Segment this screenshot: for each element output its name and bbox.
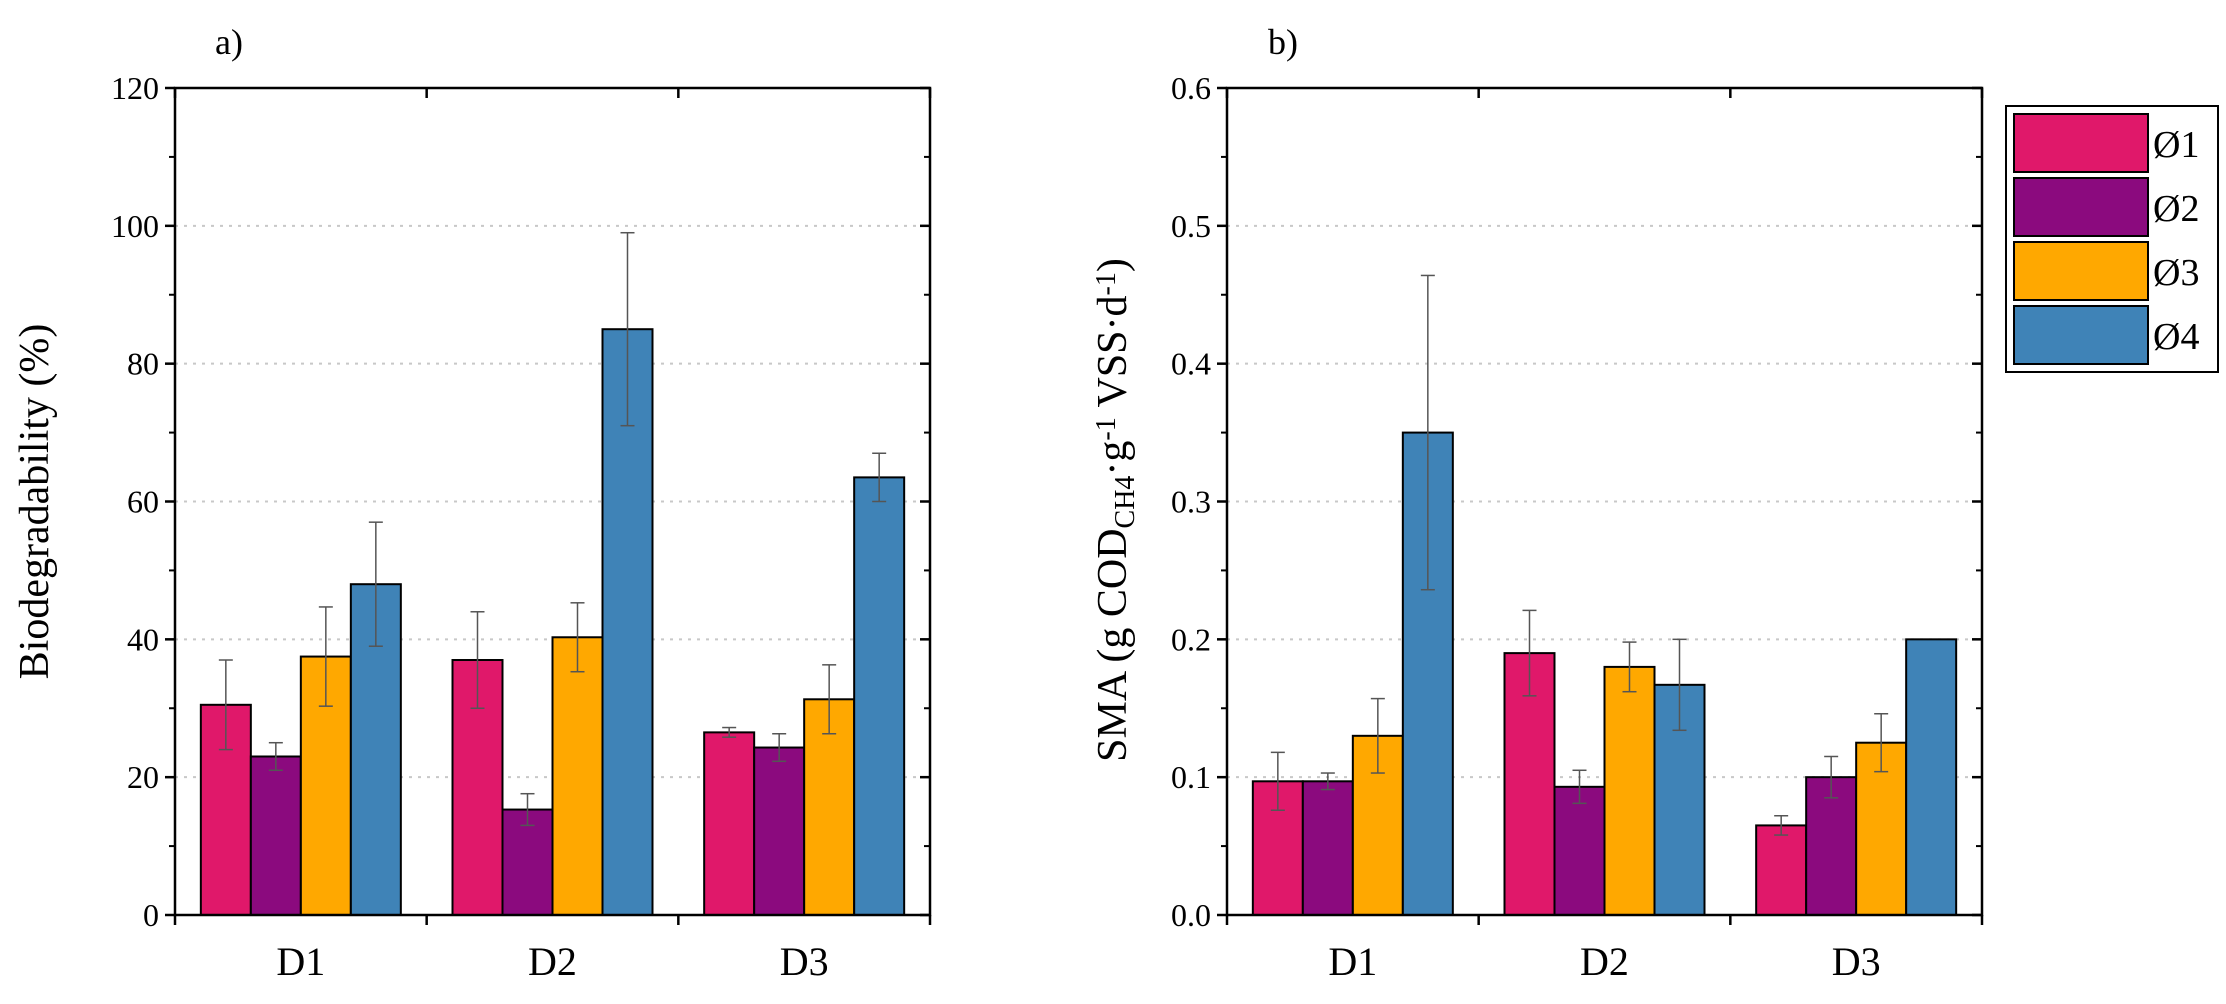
error-bar [1420,274,1435,591]
y-tick-label: 20 [127,759,159,795]
legend-label-1: Ø1 [2153,124,2199,166]
bar-Ø3-D2 [551,636,604,916]
x-category-label: D2 [528,939,577,984]
error-bar [772,732,787,763]
y-tick-label: 100 [111,208,159,244]
legend-swatch-1 [2013,113,2149,173]
bar-Ø4-D3 [1905,638,1958,916]
y-tick-label: 0 [143,897,159,933]
error-bar [218,659,233,751]
error-bar [722,726,737,738]
error-bar [1824,755,1839,799]
legend-label-3: Ø3 [2153,252,2199,294]
y-axis-title-b-part4: ) [1090,258,1136,272]
x-category-label: D1 [276,939,325,984]
error-bar [1270,751,1285,811]
panel-a-biodegradability-chart: 0 20 40 60 80 100 120 D1 D2 D3 a) Biodegradability … [12,22,932,984]
y-axis-title-b-part1: SMA (g COD [1090,528,1136,761]
error-bar [1672,638,1687,732]
panel-b-sma-chart: 0.0 0.1 0.2 0.3 0.4 0.5 0.6 D1 D2 D3 b) [1171,22,1984,984]
bar-Ø4-D3 [853,476,906,916]
legend-swatch-2 [2013,177,2149,237]
y-tick-label: 0.1 [1171,759,1211,795]
y-axis-title-b-part3: VSS·d [1090,295,1136,417]
panel-label: b) [1268,22,1298,62]
legend-swatch-4 [2013,305,2149,365]
y-axis-title-b: SMA (g CODCH4·g-1 VSS·d-1) [1090,258,1141,762]
bar-Ø2-D1 [249,755,302,916]
x-category-label: D3 [1832,939,1881,984]
error-bar [1774,815,1789,836]
x-category-label: D2 [1580,939,1629,984]
bar-Ø2-D2 [1553,785,1606,916]
y-axis-title-b-sup2: -1 [1091,272,1122,295]
legend-item-3: Ø3 [2013,241,2199,301]
legend-label-4: Ø4 [2153,316,2199,358]
bar-Ø2-D1 [1301,780,1354,917]
error-bar [1622,641,1637,693]
error-bar [1320,772,1335,791]
y-tick-label: 0.4 [1171,346,1211,382]
y-axis-title-b-sup1: -1 [1091,417,1122,440]
bar-Ø3-D2 [1603,665,1656,917]
bar-Ø1-D3 [1755,824,1808,916]
panel-label: a) [215,22,243,62]
y-tick-label: 40 [127,621,159,657]
x-category-label: D1 [1328,939,1377,984]
bar-Ø2-D3 [753,746,806,916]
error-bar [822,664,837,735]
y-axis-title-b-part2: ·g [1090,441,1136,476]
error-bar [570,602,585,673]
y-tick-label: 120 [111,70,159,106]
error-bar [368,521,383,647]
error-bar [470,611,485,709]
error-bar [620,231,635,427]
y-tick-label: 0.0 [1171,897,1211,933]
bar-Ø1-D2 [1503,652,1556,916]
legend: Ø1 Ø2 Ø3 Ø4 [2005,105,2219,373]
y-axis-title-b-sub1: CH4 [1110,476,1141,529]
bar-Ø1-D3 [703,731,756,917]
legend-item-4: Ø4 [2013,305,2199,365]
legend-swatch-3 [2013,241,2149,301]
error-bar [268,741,283,772]
error-bar [1874,713,1889,773]
y-tick-label: 80 [127,346,159,382]
y-tick-label: 0.6 [1171,70,1211,106]
error-bar [1370,697,1385,774]
error-bar [520,792,535,827]
y-tick-label: 0.3 [1171,484,1211,520]
error-bar [1522,609,1537,697]
error-bar [318,606,333,707]
error-bar [1572,769,1587,805]
error-bar [872,452,887,503]
y-axis-title: Biodegradability (%) [12,324,58,680]
y-tick-label: 0.2 [1171,621,1211,657]
legend-label-2: Ø2 [2153,188,2199,230]
y-tick-label: 60 [127,484,159,520]
x-category-label: D3 [780,939,829,984]
legend-item-1: Ø1 [2013,113,2199,173]
legend-item-2: Ø2 [2013,177,2199,237]
y-tick-label: 0.5 [1171,208,1211,244]
